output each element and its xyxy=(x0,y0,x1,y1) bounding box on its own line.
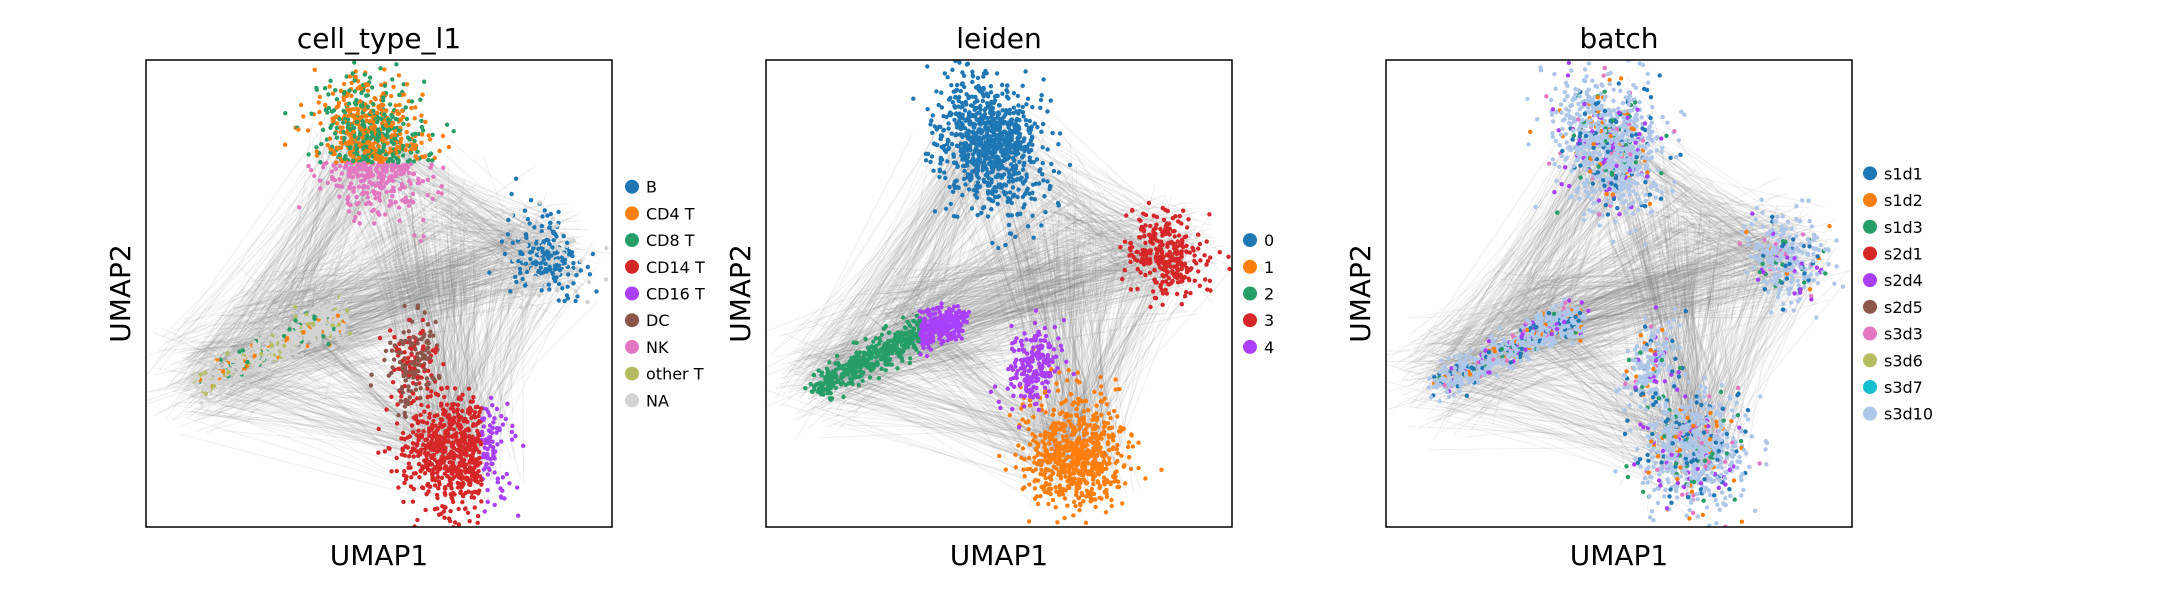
legend-label: s3d6 xyxy=(1884,351,1923,370)
legend-item: s1d2 xyxy=(1863,191,1923,210)
plot-frame xyxy=(1385,59,1853,528)
legend-item: other T xyxy=(625,365,704,384)
legend-label: NA xyxy=(646,391,669,410)
legend-item: B xyxy=(625,178,657,197)
x-axis-label: UMAP1 xyxy=(330,539,429,572)
legend: s1d1 s1d2 s1d3 s2d1 s2d4 s2d5 s3d3 s3d6 s3d7 s3d1… xyxy=(1863,164,1933,424)
legend-item: 2 xyxy=(1243,285,1274,304)
x-axis-label: UMAP1 xyxy=(950,539,1049,572)
legend-label: CD14 T xyxy=(646,258,705,277)
legend-item: NK xyxy=(625,338,669,357)
legend-marker xyxy=(1243,233,1257,248)
legend-label: CD8 T xyxy=(646,231,695,250)
legend-marker xyxy=(625,313,639,328)
legend-marker xyxy=(1243,313,1257,328)
legend-item: 4 xyxy=(1243,338,1274,357)
legend-label: 3 xyxy=(1264,311,1274,330)
y-axis-label: UMAP2 xyxy=(1344,244,1377,343)
legend-marker xyxy=(625,179,639,194)
legend-label: s1d2 xyxy=(1884,191,1923,210)
legend-label: 4 xyxy=(1264,338,1274,357)
legend-marker xyxy=(1863,273,1877,288)
plot-area xyxy=(766,60,1232,527)
legend-marker xyxy=(1863,246,1877,261)
legend-marker xyxy=(625,339,639,354)
legend-item: CD16 T xyxy=(625,285,705,304)
legend-item: s3d3 xyxy=(1863,325,1923,344)
legend-item: 3 xyxy=(1243,311,1274,330)
legend-marker xyxy=(625,233,639,248)
legend-item: 0 xyxy=(1243,231,1274,250)
legend-label: CD16 T xyxy=(646,285,705,304)
legend-item: s3d6 xyxy=(1863,351,1923,370)
legend-item: CD8 T xyxy=(625,231,695,250)
legend: B CD4 T CD8 T CD14 T CD16 T DC NK other T NA xyxy=(625,178,705,410)
legend-item: s2d1 xyxy=(1863,244,1923,263)
legend-marker xyxy=(1863,166,1877,181)
plot-area xyxy=(1386,60,1852,527)
legend-marker xyxy=(1243,259,1257,274)
y-axis-label: UMAP2 xyxy=(104,244,137,343)
panel-title: batch xyxy=(1579,22,1658,55)
legend-item: s1d3 xyxy=(1863,218,1923,237)
legend-marker xyxy=(625,393,639,408)
legend-marker xyxy=(1243,286,1257,301)
plot-area xyxy=(146,60,612,527)
legend-label: 2 xyxy=(1264,285,1274,304)
legend-marker xyxy=(1863,353,1877,368)
legend-label: s2d5 xyxy=(1884,298,1923,317)
legend-label: s3d3 xyxy=(1884,325,1923,344)
legend-label: other T xyxy=(646,365,704,384)
legend-label: 0 xyxy=(1264,231,1274,250)
legend-label: s2d4 xyxy=(1884,271,1923,290)
legend-item: 1 xyxy=(1243,258,1274,277)
umap-panel-1: leiden UMAP1 UMAP2 0 1 2 3 4 xyxy=(724,22,1274,572)
legend-label: 1 xyxy=(1264,258,1274,277)
legend-label: s2d1 xyxy=(1884,244,1923,263)
legend-label: NK xyxy=(646,338,669,357)
legend-marker xyxy=(1863,299,1877,314)
umap-panel-2: batchUMAP1UMAP2s1d1s1d2s1d3s2d1s2d4s2d5s… xyxy=(1344,22,1933,572)
legend-label: CD4 T xyxy=(646,204,695,223)
legend-label: s3d10 xyxy=(1884,405,1933,424)
legend-item: s1d1 xyxy=(1863,164,1923,183)
legend-item: s3d10 xyxy=(1863,405,1933,424)
legend-item: s3d7 xyxy=(1863,378,1923,397)
legend-marker xyxy=(625,366,639,381)
legend-item: s2d4 xyxy=(1863,271,1923,290)
legend-marker xyxy=(1863,219,1877,234)
plot-frame xyxy=(145,59,613,528)
legend-label: DC xyxy=(646,311,670,330)
legend-item: s2d5 xyxy=(1863,298,1923,317)
legend-marker xyxy=(1243,339,1257,354)
legend: 0 1 2 3 4 xyxy=(1243,231,1274,357)
y-axis-label: UMAP2 xyxy=(724,244,757,343)
legend-marker xyxy=(1863,379,1877,394)
legend-item: NA xyxy=(625,391,669,410)
legend-item: CD4 T xyxy=(625,204,695,223)
legend-label: s1d1 xyxy=(1884,164,1923,183)
panel-title: cell_type_l1 xyxy=(297,22,461,55)
legend-item: DC xyxy=(625,311,670,330)
x-axis-label: UMAP1 xyxy=(1570,539,1669,572)
panel-title: leiden xyxy=(956,22,1042,55)
legend-label: s1d3 xyxy=(1884,218,1923,237)
legend-marker xyxy=(625,259,639,274)
legend-label: B xyxy=(646,178,657,197)
scatter-points xyxy=(1426,60,1846,527)
scatter-points xyxy=(803,60,1232,527)
legend-marker xyxy=(1863,326,1877,341)
legend-marker xyxy=(625,286,639,301)
plot-frame xyxy=(765,59,1233,528)
umap-panel-0: cell_type_l1 UMAP1 UMAP2 B CD4 T CD8 T CD14 T C… xyxy=(104,22,705,572)
legend-item: CD14 T xyxy=(625,258,705,277)
legend-label: s3d7 xyxy=(1884,378,1923,397)
scatter-points xyxy=(190,60,609,527)
legend-marker xyxy=(625,206,639,221)
legend-marker xyxy=(1863,406,1877,421)
legend-marker xyxy=(1863,193,1877,208)
